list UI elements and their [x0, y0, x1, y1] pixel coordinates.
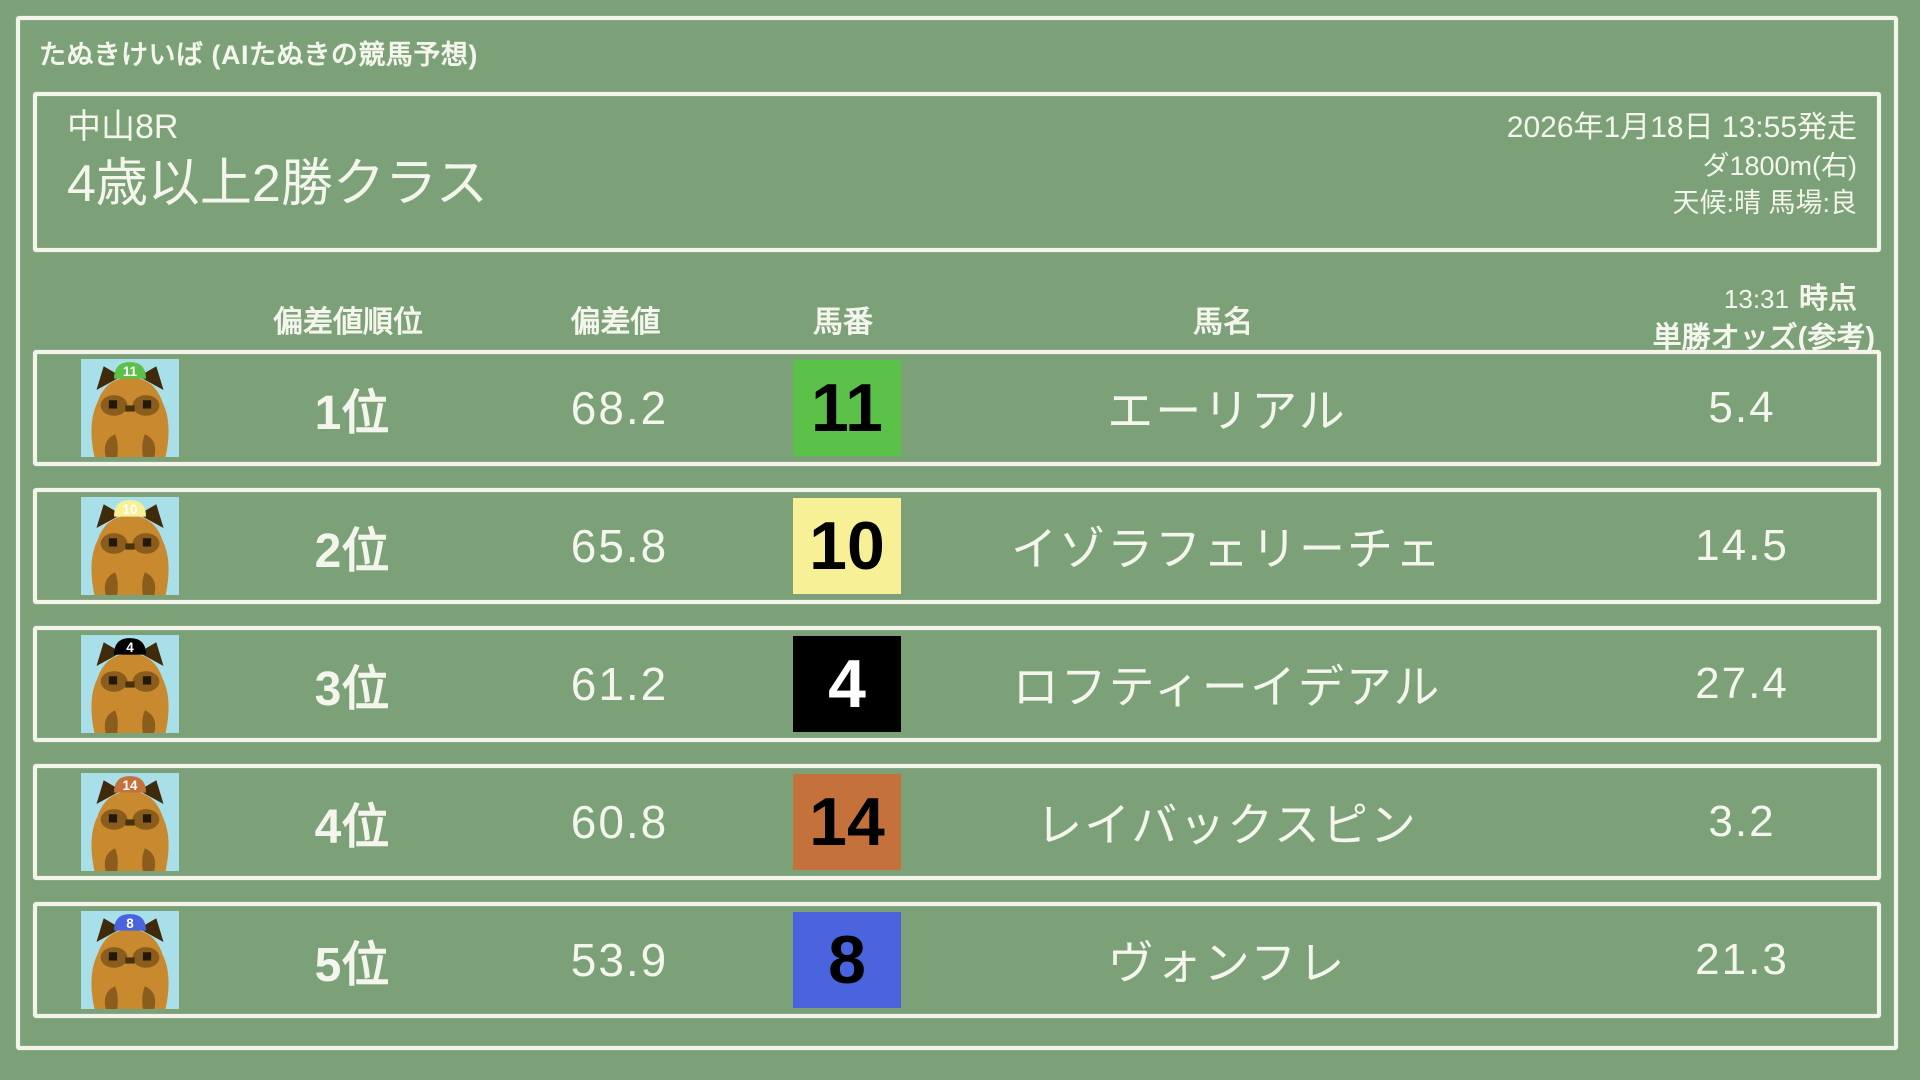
- rank-label: 1位: [314, 387, 390, 440]
- odds-timestamp-suffix: 時点: [1798, 283, 1857, 315]
- odds-value: 5.4: [1708, 383, 1776, 432]
- avatar-cell: 4: [37, 635, 212, 733]
- header-rank: 偏差値順位: [273, 305, 423, 339]
- tanuki-avatar-icon: 8: [81, 911, 179, 1009]
- main-board: たぬきけいば (AIたぬきの競馬予想) 中山8R 4歳以上2勝クラス 2026年…: [16, 16, 1898, 1050]
- horse-row: 8 5位 53.9 8 ヴォンフレ 21.3: [33, 902, 1881, 1018]
- deviation-value: 53.9: [570, 934, 669, 986]
- svg-text:8: 8: [126, 916, 134, 931]
- avatar-cell: 8: [37, 911, 212, 1009]
- cap: [114, 638, 146, 655]
- horse-number-badge: 8: [793, 912, 901, 1008]
- horse-name: ロフティーイデアル: [1012, 661, 1442, 713]
- cap: [114, 776, 146, 793]
- odds-value: 27.4: [1695, 659, 1789, 708]
- horse-name: レイバックスピン: [1036, 799, 1418, 851]
- header-odds: 13:31 時点 単勝オッズ(参考): [1503, 282, 1881, 355]
- svg-text:14: 14: [123, 778, 138, 793]
- table-header-row: 偏差値順位 偏差値 馬番 馬名 13:31 時点 単勝オッズ(参考): [33, 282, 1881, 354]
- horse-row: 10 2位 65.8 10 イゾラフェリーチェ 14.5: [33, 488, 1881, 604]
- odds-value: 14.5: [1695, 521, 1789, 570]
- svg-text:10: 10: [123, 502, 138, 517]
- odds-value: 3.2: [1708, 797, 1776, 846]
- svg-text:11: 11: [123, 364, 138, 379]
- header-odds-time-line: 13:31 時点: [1503, 282, 1857, 321]
- header-odds-label: 単勝オッズ(参考): [1652, 322, 1875, 354]
- race-name: 4歳以上2勝クラス: [67, 155, 488, 213]
- avatar-cell: 14: [37, 773, 212, 871]
- header-number: 馬番: [813, 305, 873, 339]
- rank-label: 5位: [314, 939, 390, 992]
- number-cell: 4: [747, 636, 947, 732]
- horse-number-badge: 11: [793, 360, 901, 456]
- rank-label: 4位: [314, 801, 390, 854]
- deviation-value: 60.8: [570, 796, 669, 848]
- header-deviation: 偏差値: [570, 305, 661, 339]
- race-distance: ダ1800m(右): [1702, 151, 1857, 181]
- tanuki-avatar-icon: 14: [81, 773, 179, 871]
- race-course: 中山8R: [67, 108, 179, 146]
- horse-row: 11 1位 68.2 11 エーリアル 5.4: [33, 350, 1881, 466]
- site-title: たぬきけいば (AIたぬきの競馬予想): [39, 40, 478, 70]
- header-name: 馬名: [1193, 305, 1253, 339]
- race-info-box: 中山8R 4歳以上2勝クラス 2026年1月18日 13:55発走 ダ1800m…: [33, 92, 1881, 252]
- rank-label: 3位: [314, 663, 390, 716]
- avatar-cell: 11: [37, 359, 212, 457]
- avatar-cell: 10: [37, 497, 212, 595]
- race-start-time: 2026年1月18日 13:55発走: [1506, 111, 1857, 144]
- number-cell: 8: [747, 912, 947, 1008]
- horse-number-badge: 14: [793, 774, 901, 870]
- horse-name: イゾラフェリーチェ: [1011, 523, 1443, 575]
- tanuki-avatar-icon: 4: [81, 635, 179, 733]
- number-cell: 14: [747, 774, 947, 870]
- odds-value: 21.3: [1695, 935, 1789, 984]
- deviation-value: 68.2: [570, 382, 669, 434]
- odds-timestamp: 13:31: [1723, 284, 1789, 314]
- number-cell: 11: [747, 360, 947, 456]
- svg-text:4: 4: [126, 640, 134, 655]
- deviation-value: 61.2: [570, 658, 669, 710]
- number-cell: 10: [747, 498, 947, 594]
- tanuki-avatar-icon: 11: [81, 359, 179, 457]
- tanuki-avatar-icon: 10: [81, 497, 179, 595]
- race-right-block: 2026年1月18日 13:55発走 ダ1800m(右) 天候:晴 馬場:良: [1507, 104, 1857, 240]
- rank-label: 2位: [314, 525, 390, 578]
- horse-row: 14 4位 60.8 14 レイバックスピン 3.2: [33, 764, 1881, 880]
- deviation-value: 65.8: [570, 520, 669, 572]
- cap: [114, 500, 146, 517]
- race-conditions: 天候:晴 馬場:良: [1672, 188, 1857, 218]
- horse-number-badge: 10: [793, 498, 901, 594]
- horse-name: ヴォンフレ: [1107, 937, 1347, 989]
- race-left-block: 中山8R 4歳以上2勝クラス: [67, 104, 488, 240]
- horse-row: 4 3位 61.2 4 ロフティーイデアル 27.4: [33, 626, 1881, 742]
- cap: [114, 362, 146, 379]
- horse-name: エーリアル: [1107, 385, 1347, 437]
- horse-number-badge: 4: [793, 636, 901, 732]
- cap: [114, 914, 146, 931]
